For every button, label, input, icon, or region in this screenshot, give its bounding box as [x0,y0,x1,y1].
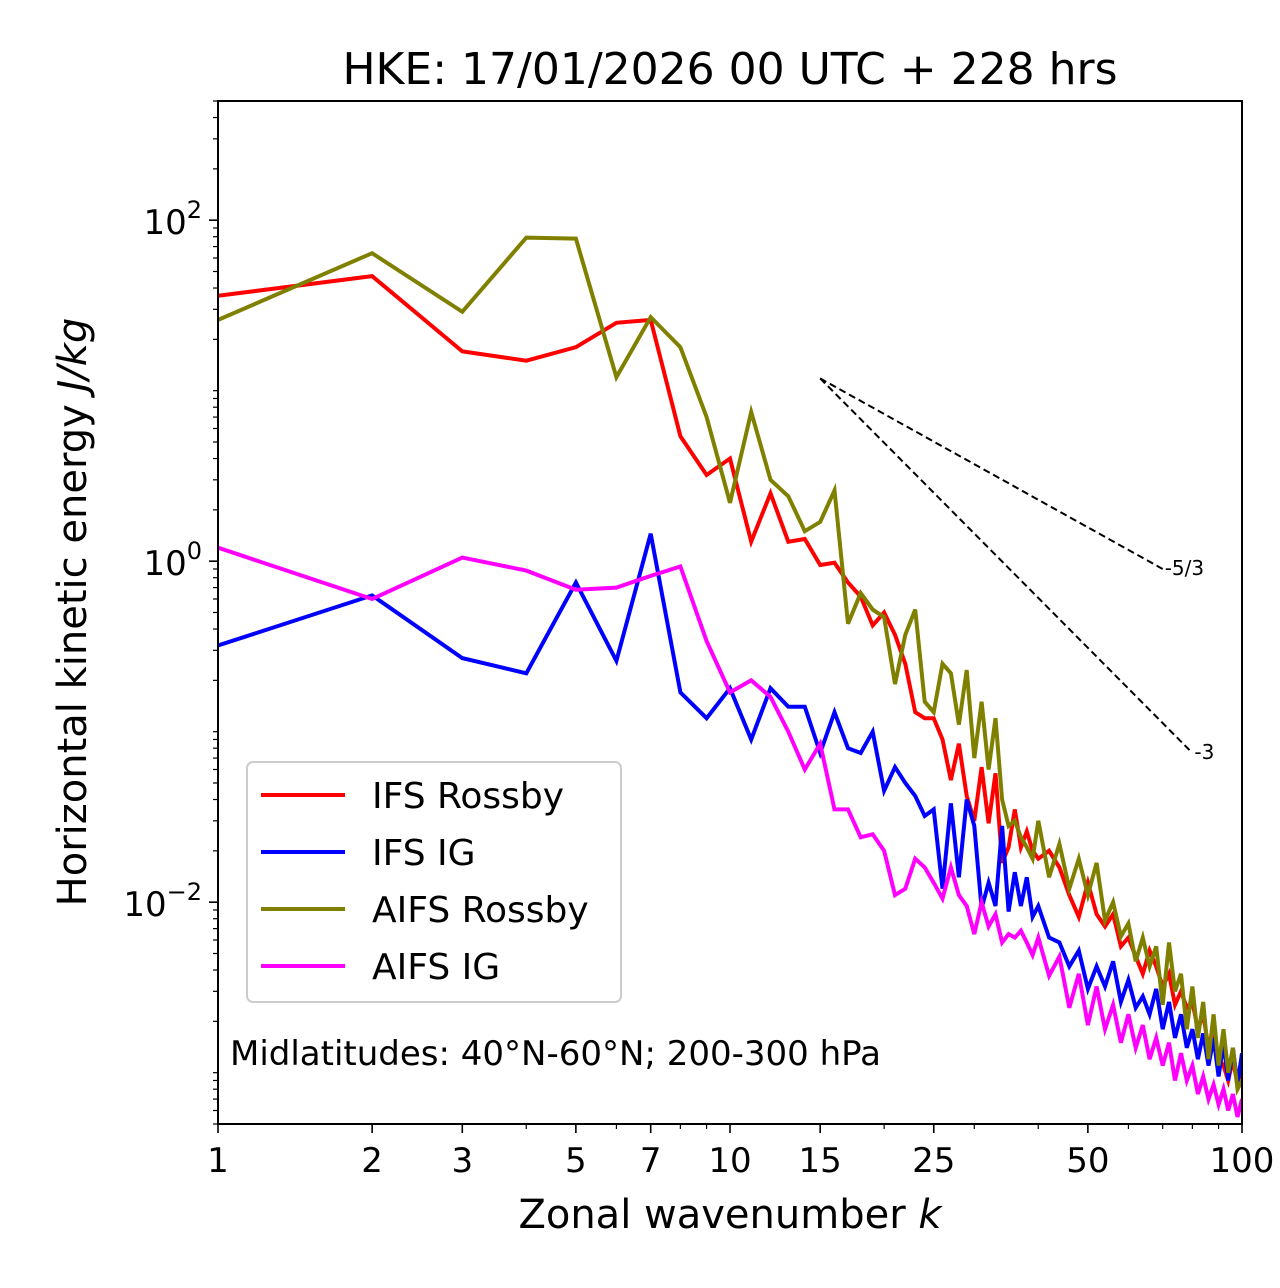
legend-label: AIFS IG [372,947,500,988]
x-axis-label: Zonal wavenumber k [518,1192,943,1238]
x-tick-label: 50 [1066,1141,1109,1181]
y-tick-label: 10−2 [123,878,202,925]
y-axis-label-unit: J/kg [50,318,96,399]
reference-slope-label: -5/3 [1165,556,1204,580]
legend-label: IFS Rossby [372,776,564,817]
y-tick-label: 102 [143,196,202,243]
x-tick-label: 15 [799,1141,842,1181]
region-annotation: Midlatitudes: 40°N-60°N; 200-300 hPa [230,1034,881,1074]
reference-slopes: -5/3 -3 [819,377,1214,764]
x-tick-label: 1 [207,1141,229,1181]
x-tick-label: 25 [912,1141,955,1181]
y-tick-exponent: 0 [187,537,202,565]
chart-title: HKE: 17/01/2026 00 UTC + 228 hrs [342,44,1117,95]
x-tick-label: 100 [1210,1141,1275,1181]
y-tick-base: 10 [123,885,166,925]
y-axis-label: Horizontal kinetic energy J/kg [50,318,96,907]
x-tick-label: 2 [361,1141,383,1181]
legend-label: AIFS Rossby [372,890,589,931]
x-tick-label: 5 [565,1141,587,1181]
x-tick-label: 3 [451,1141,473,1181]
y-axis-label-text: Horizontal kinetic energy [50,404,96,906]
reference-slope-label: -3 [1194,740,1214,764]
series-line-ifs-ig [218,533,1242,1085]
y-tick-base: 10 [143,544,186,584]
y-tick-exponent: 2 [187,196,202,224]
y-tick-base: 10 [143,203,186,243]
series-line-aifs-rossby [218,235,1242,1096]
series-layer [218,235,1242,1118]
x-axis-label-text: Zonal wavenumber [518,1192,906,1238]
y-tick-label: 100 [143,537,202,584]
legend-box [246,761,622,1003]
legend-label: IFS IG [372,833,476,874]
x-axis-label-var: k [918,1192,943,1238]
legend: IFS Rossby IFS IG AIFS Rossby AIFS IG [246,761,622,1003]
reference-slope-line [819,377,1194,754]
x-tick-label: 10 [708,1141,751,1181]
series-line-aifs-ig [218,545,1242,1118]
x-axis: 1 2 3 5 7 10 15 25 50 100 [207,1124,1274,1181]
plot-frame [217,100,1243,1125]
y-tick-exponent: −2 [167,878,202,906]
x-tick-label: 7 [640,1141,662,1181]
